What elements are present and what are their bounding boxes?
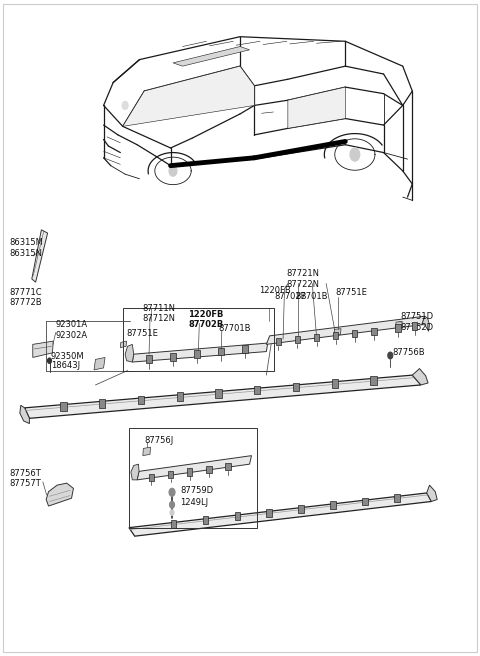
Text: 87751E: 87751E <box>126 329 158 338</box>
Polygon shape <box>129 493 432 536</box>
Bar <box>295 336 300 343</box>
Circle shape <box>388 352 393 359</box>
Bar <box>129 428 257 527</box>
Bar <box>187 468 192 476</box>
Circle shape <box>169 166 177 176</box>
Polygon shape <box>123 66 254 127</box>
Polygon shape <box>132 343 268 362</box>
Bar <box>60 402 67 411</box>
Text: 92350M: 92350M <box>51 352 84 361</box>
Circle shape <box>122 102 128 110</box>
Text: 87711N
87712N: 87711N 87712N <box>142 304 175 323</box>
Text: 86315M
86315N: 86315M 86315N <box>9 238 43 258</box>
Bar <box>146 356 152 363</box>
Bar <box>218 348 224 356</box>
Circle shape <box>170 510 174 515</box>
Text: 87702B: 87702B <box>275 292 307 301</box>
Polygon shape <box>131 464 139 480</box>
Text: 87751E: 87751E <box>336 288 368 297</box>
Bar <box>394 494 400 502</box>
Circle shape <box>350 148 360 161</box>
Polygon shape <box>173 47 250 66</box>
Text: 1220FB
87702B: 1220FB 87702B <box>188 310 224 329</box>
Bar <box>99 399 105 407</box>
Text: 87756J: 87756J <box>144 436 174 445</box>
Polygon shape <box>24 375 421 419</box>
Polygon shape <box>120 341 127 348</box>
Bar <box>242 345 248 353</box>
Polygon shape <box>334 329 341 335</box>
Polygon shape <box>125 344 134 362</box>
Polygon shape <box>427 485 437 501</box>
Polygon shape <box>33 341 53 358</box>
Text: 87756T
87757T: 87756T 87757T <box>9 469 41 488</box>
Bar <box>314 334 319 341</box>
Bar <box>299 505 304 513</box>
Circle shape <box>169 501 174 508</box>
Text: 1220FB: 1220FB <box>259 285 291 295</box>
Bar <box>123 308 274 371</box>
Bar <box>396 325 401 331</box>
Text: 87759D: 87759D <box>180 486 213 495</box>
Bar <box>138 396 144 404</box>
Bar <box>412 323 417 329</box>
Text: 87756B: 87756B <box>392 348 425 357</box>
Text: 87701B: 87701B <box>295 292 327 301</box>
Circle shape <box>169 488 175 496</box>
Bar <box>352 329 358 337</box>
Polygon shape <box>20 405 29 424</box>
Bar <box>235 512 240 520</box>
Text: 87751D
87752D: 87751D 87752D <box>401 312 434 332</box>
Bar <box>276 338 281 345</box>
Bar <box>203 516 208 524</box>
Text: 1249LJ: 1249LJ <box>180 498 208 506</box>
Bar <box>266 508 272 516</box>
Bar <box>332 379 338 388</box>
Polygon shape <box>288 87 345 129</box>
Bar <box>371 376 377 384</box>
Bar <box>149 474 154 481</box>
Polygon shape <box>412 369 428 385</box>
Polygon shape <box>143 447 151 456</box>
Polygon shape <box>94 358 105 370</box>
Text: 87721N
87722N: 87721N 87722N <box>286 269 319 289</box>
Bar <box>372 328 377 335</box>
Text: 92301A
92302A: 92301A 92302A <box>56 320 88 340</box>
Text: 87701B: 87701B <box>218 323 251 333</box>
Polygon shape <box>46 483 73 506</box>
Bar <box>194 350 200 358</box>
Bar <box>170 353 176 361</box>
Bar <box>216 389 222 398</box>
Bar <box>171 520 177 527</box>
Bar <box>226 463 231 470</box>
Bar <box>293 382 299 391</box>
Bar <box>177 392 183 401</box>
Bar <box>254 386 260 394</box>
Bar <box>168 471 173 478</box>
Polygon shape <box>396 321 402 328</box>
Polygon shape <box>137 456 252 480</box>
Text: 18643J: 18643J <box>51 361 80 371</box>
Bar <box>206 466 212 473</box>
Polygon shape <box>422 316 430 331</box>
Polygon shape <box>266 316 425 344</box>
Bar <box>362 497 368 505</box>
Circle shape <box>48 358 51 363</box>
Bar <box>333 332 338 339</box>
Polygon shape <box>32 230 48 282</box>
Text: 87771C
87772B: 87771C 87772B <box>9 287 42 307</box>
Bar <box>330 501 336 509</box>
